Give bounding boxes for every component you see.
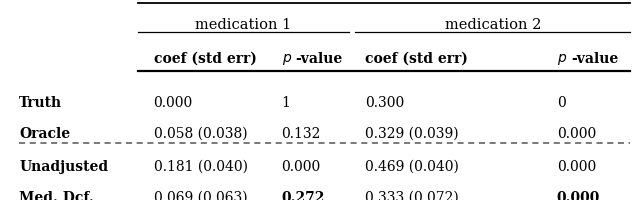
Text: Oracle: Oracle — [19, 127, 70, 141]
Text: 0.000: 0.000 — [282, 160, 321, 174]
Text: Truth: Truth — [19, 96, 62, 110]
Text: 0.469 (0.040): 0.469 (0.040) — [365, 160, 459, 174]
Text: Med. Dcf.: Med. Dcf. — [19, 191, 94, 200]
Text: coef (std err): coef (std err) — [365, 52, 468, 66]
Text: 0.300: 0.300 — [365, 96, 404, 110]
Text: Unadjusted: Unadjusted — [19, 160, 108, 174]
Text: coef (std err): coef (std err) — [154, 52, 257, 66]
Text: 0.069 (0.063): 0.069 (0.063) — [154, 191, 247, 200]
Text: -value: -value — [296, 52, 343, 66]
Text: medication 2: medication 2 — [445, 18, 541, 32]
Text: 0.000: 0.000 — [154, 96, 193, 110]
Text: 0.181 (0.040): 0.181 (0.040) — [154, 160, 248, 174]
Text: 0.132: 0.132 — [282, 127, 321, 141]
Text: 0.333 (0.072): 0.333 (0.072) — [365, 191, 458, 200]
Text: -value: -value — [571, 52, 618, 66]
Text: 0.000: 0.000 — [557, 160, 596, 174]
Text: medication 1: medication 1 — [195, 18, 291, 32]
Text: 0.272: 0.272 — [282, 191, 325, 200]
Text: $p$: $p$ — [282, 52, 292, 67]
Text: 0.058 (0.038): 0.058 (0.038) — [154, 127, 247, 141]
Text: 0: 0 — [557, 96, 566, 110]
Text: 0.329 (0.039): 0.329 (0.039) — [365, 127, 458, 141]
Text: 0.000: 0.000 — [557, 191, 600, 200]
Text: 0.000: 0.000 — [557, 127, 596, 141]
Text: 1: 1 — [282, 96, 291, 110]
Text: $p$: $p$ — [557, 52, 567, 67]
